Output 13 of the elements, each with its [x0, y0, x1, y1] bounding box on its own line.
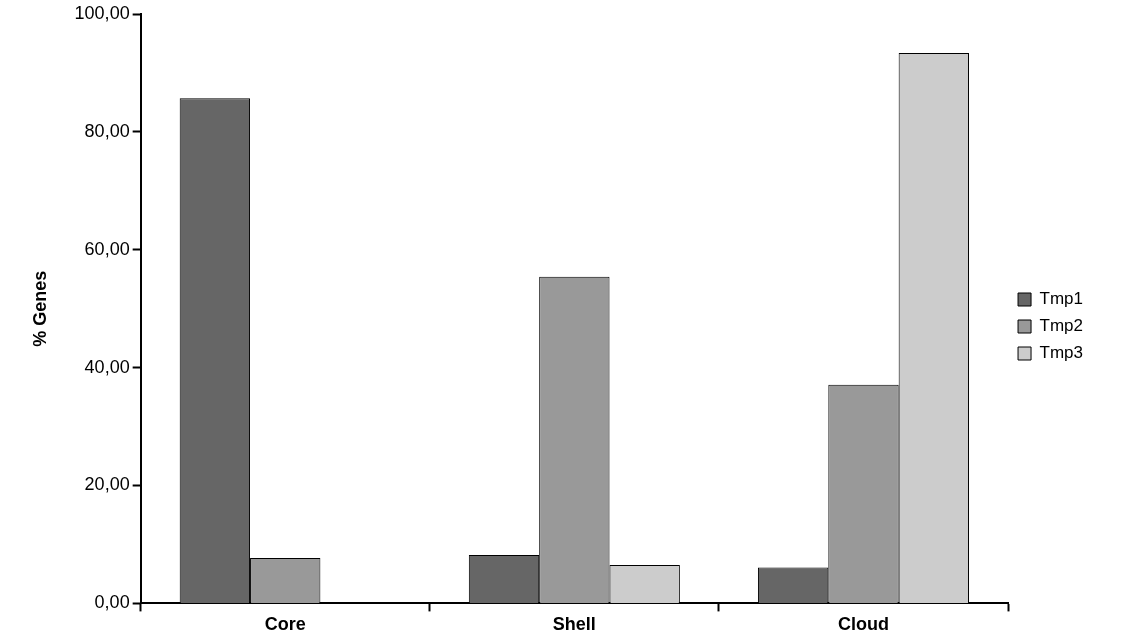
- legend-label: Tmp2: [1039, 316, 1084, 336]
- y-tick-label: 0,00: [94, 592, 130, 613]
- y-tick-label: 100,00: [74, 2, 130, 23]
- x-tick-label: Cloud: [837, 614, 889, 635]
- x-tick-label: Shell: [552, 614, 596, 635]
- y-tick-label: 80,00: [84, 120, 130, 141]
- y-tick-label: 60,00: [84, 238, 130, 259]
- y-tick-label: 40,00: [84, 356, 130, 377]
- y-axis-title: % Genes: [29, 270, 50, 347]
- legend-label: Tmp3: [1039, 343, 1084, 363]
- legend-label: Tmp1: [1039, 289, 1084, 309]
- x-tick-label: Core: [264, 614, 306, 635]
- y-tick-label: 20,00: [84, 474, 130, 495]
